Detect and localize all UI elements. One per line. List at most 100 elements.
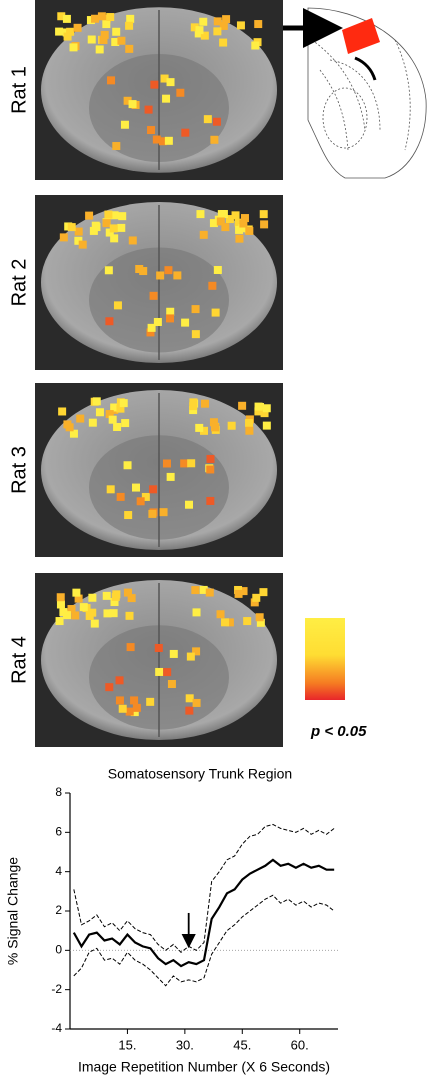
activation-voxel — [58, 407, 67, 416]
activation-voxel — [125, 21, 134, 30]
activation-voxel — [199, 230, 208, 239]
activation-voxel — [163, 668, 172, 677]
activation-voxel — [100, 30, 109, 39]
activation-voxel — [69, 43, 78, 52]
activation-voxel — [211, 423, 220, 432]
activation-voxel — [166, 78, 175, 87]
x-tick-label: 60. — [291, 1037, 309, 1052]
activation-voxel — [260, 220, 269, 229]
activation-voxel — [256, 618, 265, 627]
activation-voxel — [160, 74, 169, 83]
activation-voxel — [110, 234, 119, 243]
x-tick-label: 15. — [118, 1037, 136, 1052]
activation-voxel — [57, 12, 66, 21]
y-tick-label: -2 — [51, 982, 62, 996]
activation-voxel — [107, 76, 116, 85]
activation-voxel — [109, 609, 118, 618]
activation-voxel — [111, 38, 120, 47]
activation-voxel — [191, 586, 200, 595]
activation-voxel — [117, 223, 126, 232]
activation-voxel — [176, 88, 185, 97]
activation-voxel — [227, 421, 236, 430]
y-axis-label: % Signal Change — [5, 857, 21, 965]
activation-voxel — [71, 611, 80, 620]
activation-voxel — [85, 611, 94, 620]
activation-voxel — [199, 17, 208, 26]
activation-voxel — [74, 594, 83, 603]
activation-voxel — [213, 17, 222, 26]
activation-voxel — [203, 115, 212, 124]
y-tick-label: 4 — [55, 864, 62, 878]
y-tick-label: 8 — [55, 785, 62, 799]
activation-voxel — [102, 591, 111, 600]
activation-voxel — [91, 221, 100, 230]
panel-label: Rat 1 — [8, 66, 30, 114]
activation-voxel — [149, 291, 158, 300]
activation-voxel — [141, 492, 150, 501]
activation-voxel — [112, 27, 121, 36]
activation-voxel — [158, 137, 167, 146]
activation-voxel — [216, 610, 225, 619]
activation-voxel — [56, 593, 65, 602]
activation-voxel — [69, 429, 78, 438]
activation-voxel — [236, 21, 245, 30]
activation-voxel — [153, 317, 162, 326]
activation-voxel — [90, 619, 99, 628]
activation-voxel — [105, 317, 114, 326]
activation-voxel — [189, 402, 198, 411]
activation-voxel — [181, 318, 190, 327]
activation-voxel — [159, 508, 168, 517]
activation-voxel — [173, 271, 182, 280]
activation-voxel — [139, 267, 148, 276]
activation-voxel — [185, 694, 194, 703]
activation-voxel — [150, 80, 159, 89]
activation-voxel — [102, 20, 111, 29]
activation-voxel — [221, 618, 230, 627]
activation-voxel — [86, 16, 95, 25]
activation-voxel — [238, 224, 247, 233]
activation-voxel — [190, 23, 199, 32]
activation-voxel — [126, 14, 135, 23]
activation-voxel — [103, 609, 112, 618]
activation-voxel — [239, 219, 248, 228]
activation-voxel — [112, 142, 121, 151]
activation-voxel — [195, 423, 204, 432]
activation-voxel — [62, 611, 71, 620]
activation-voxel — [112, 590, 121, 599]
activation-voxel — [105, 228, 114, 237]
activation-voxel — [213, 265, 222, 274]
activation-voxel — [62, 14, 71, 23]
activation-voxel — [106, 485, 115, 494]
activation-voxel — [125, 44, 134, 53]
activation-voxel — [181, 128, 190, 137]
activation-voxel — [149, 485, 158, 494]
activation-voxel — [195, 26, 204, 35]
activation-voxel — [152, 135, 161, 144]
activation-voxel — [95, 45, 104, 54]
colorbar-label: p < 0.05 — [310, 723, 367, 740]
activation-voxel — [154, 643, 163, 652]
activation-voxel — [146, 697, 155, 706]
activation-voxel — [221, 223, 230, 232]
activation-voxel — [59, 233, 68, 242]
activation-voxel — [192, 647, 201, 656]
activation-voxel — [66, 27, 75, 36]
y-tick-label: 6 — [55, 825, 62, 839]
activation-voxel — [245, 226, 254, 235]
activation-voxel — [208, 281, 217, 290]
activation-voxel — [180, 459, 189, 468]
activation-voxel — [74, 236, 83, 245]
activation-voxel — [136, 497, 145, 506]
activation-voxel — [166, 307, 175, 316]
activation-voxel — [117, 36, 126, 45]
mri-panel — [35, 195, 283, 370]
activation-voxel — [201, 399, 210, 408]
activation-voxel — [115, 696, 124, 705]
activation-voxel — [186, 652, 195, 661]
activation-voxel — [192, 608, 201, 617]
activation-voxel — [235, 234, 244, 243]
activation-voxel — [206, 454, 215, 463]
activation-voxel — [262, 421, 271, 430]
activation-voxel — [99, 36, 108, 45]
activation-voxel — [254, 407, 263, 416]
